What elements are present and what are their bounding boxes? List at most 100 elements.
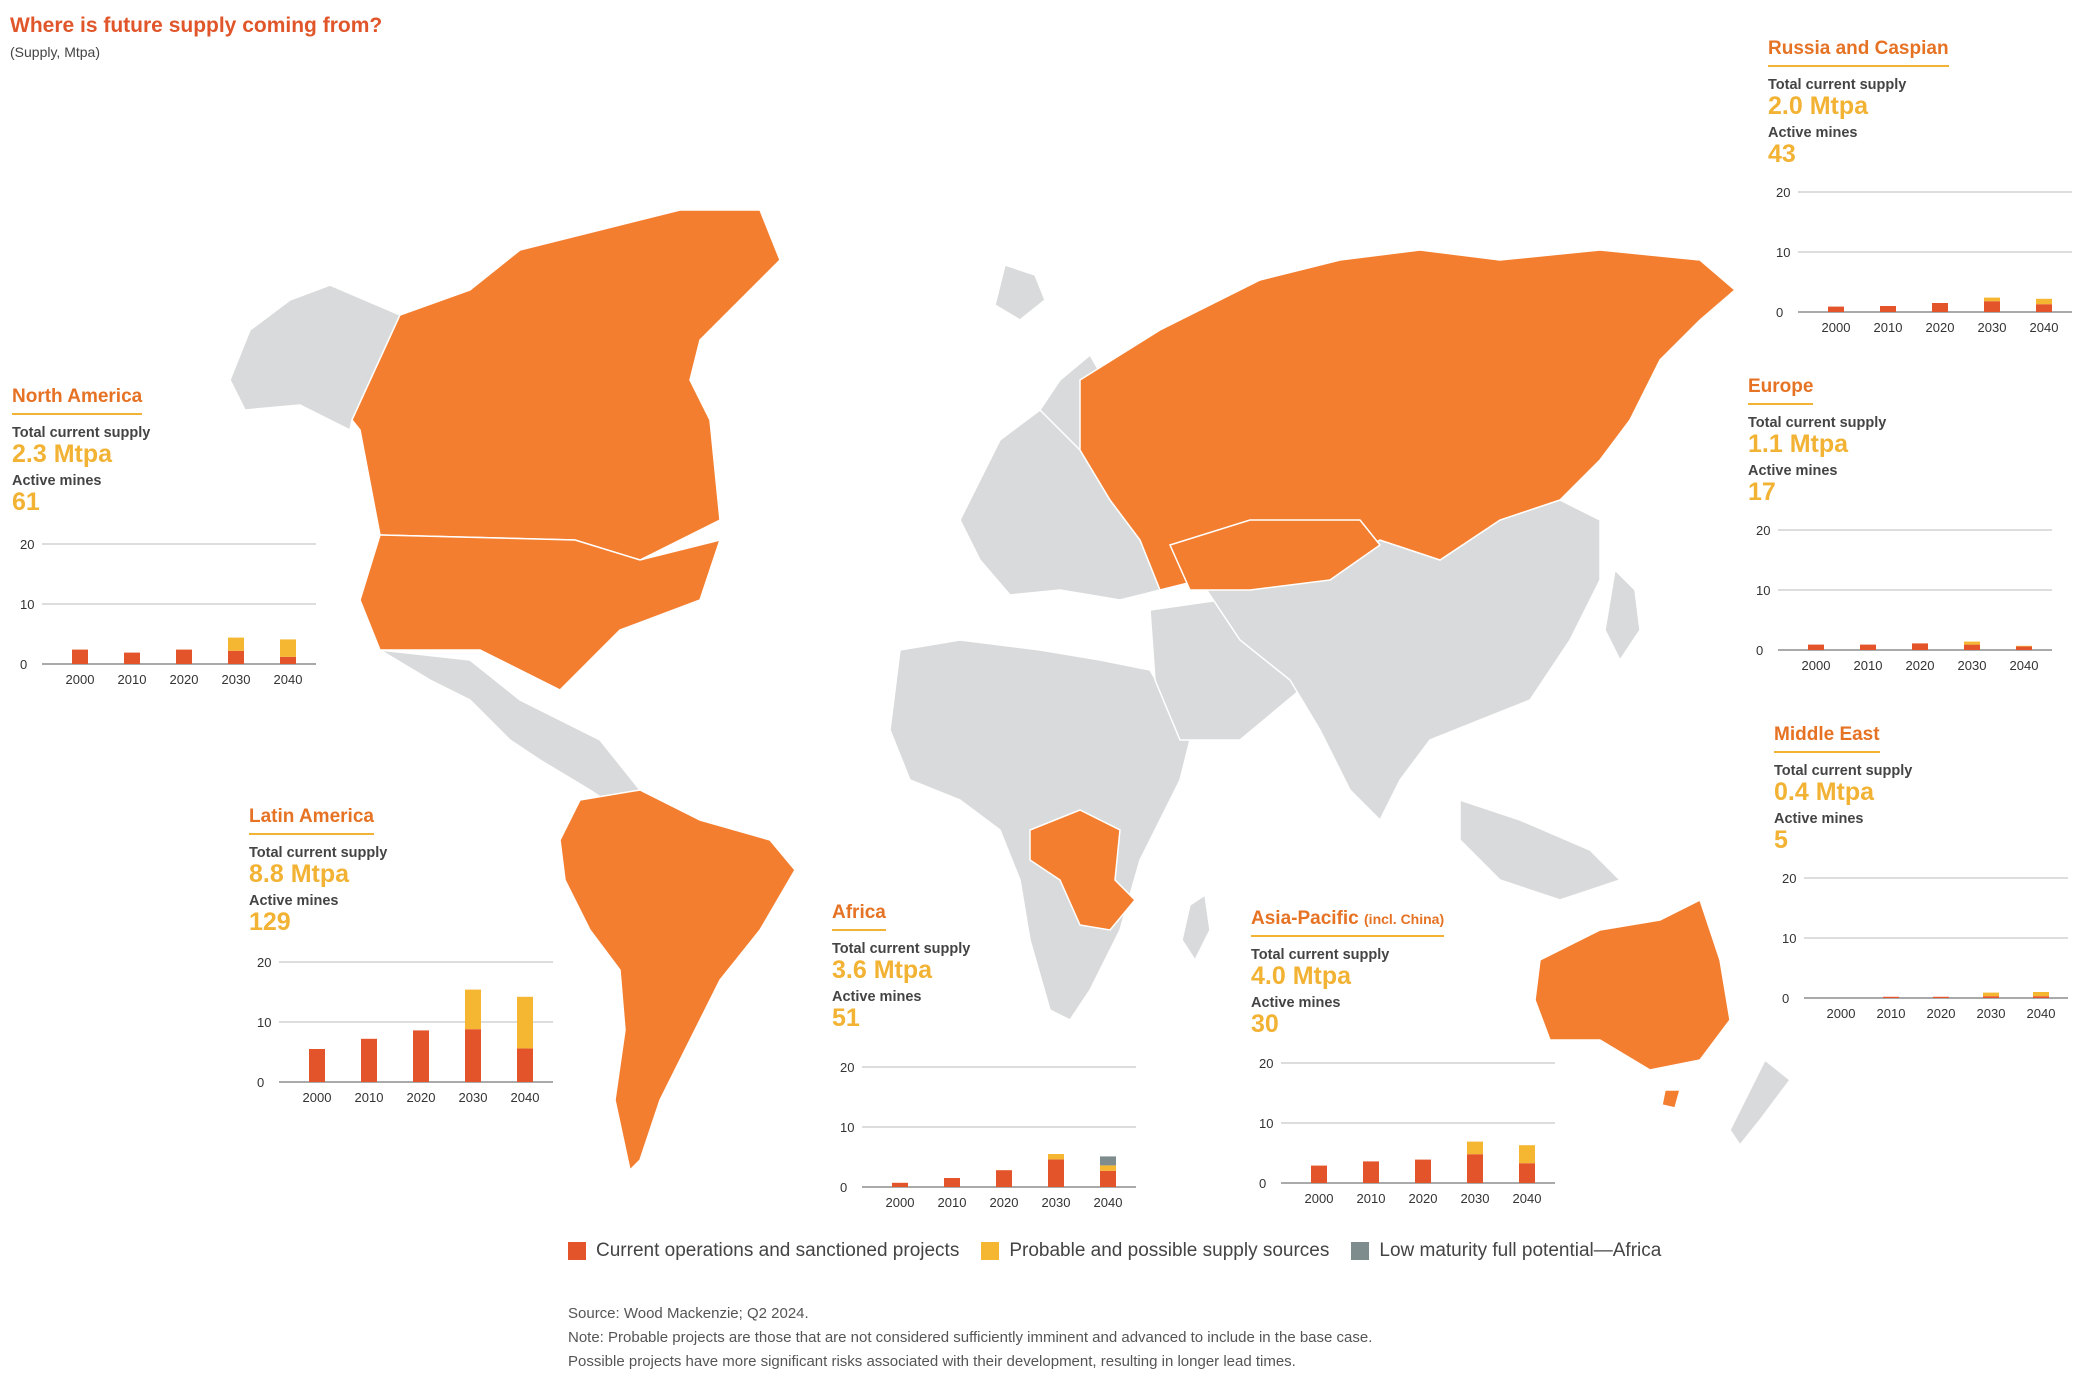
legend-label: Low maturity full potential—Africa bbox=[1379, 1240, 1662, 1261]
x-tick-label: 2010 bbox=[1877, 1006, 1906, 1021]
middle-east-bar-chart: 0 10 20 2000 2010 2020 2030 2040 bbox=[1782, 871, 2068, 1021]
bar-segment-probable bbox=[1048, 1154, 1064, 1160]
active-mines-value: 43 bbox=[1768, 140, 1796, 168]
bar-segment-probable bbox=[2033, 992, 2049, 997]
bar-segment-probable bbox=[2036, 298, 2052, 305]
bar-segment-current bbox=[309, 1049, 325, 1082]
europe-bar-chart: 0 10 20 2000 2010 2020 2030 2040 bbox=[1756, 523, 2052, 673]
x-tick-label: 2000 bbox=[886, 1195, 915, 1210]
x-tick-label: 2030 bbox=[1978, 320, 2007, 335]
y-tick-label: 0 bbox=[1756, 643, 1763, 658]
source-note: Source: Wood Mackenzie; Q2 2024. bbox=[568, 1305, 809, 1322]
y-tick-label: 10 bbox=[1756, 583, 1770, 598]
x-tick-label: 2030 bbox=[1042, 1195, 1071, 1210]
russia-shape bbox=[1079, 249, 1737, 591]
active-mines-label: Active mines bbox=[1748, 463, 1838, 479]
bar-segment-probable bbox=[465, 989, 481, 1030]
active-mines-value: 30 bbox=[1251, 1010, 1279, 1038]
bar-segment-current bbox=[228, 650, 244, 664]
active-mines-label: Active mines bbox=[1251, 995, 1341, 1011]
legend-swatch-current bbox=[568, 1242, 586, 1260]
bar-segment-probable bbox=[2016, 645, 2032, 647]
active-mines-label: Active mines bbox=[12, 473, 102, 489]
y-tick-label: 20 bbox=[1776, 185, 1790, 200]
y-tick-label: 10 bbox=[1776, 245, 1790, 260]
bar-segment-current bbox=[1363, 1161, 1379, 1183]
total-supply-value: 2.0 Mtpa bbox=[1768, 92, 1869, 120]
legend-item-probable: Probable and possible supply sources bbox=[981, 1240, 1329, 1262]
chart-subtitle: (Supply, Mtpa) bbox=[10, 44, 100, 60]
y-tick-label: 0 bbox=[1259, 1176, 1266, 1191]
footnotes: Source: Wood Mackenzie; Q2 2024. Note: P… bbox=[568, 1302, 1372, 1374]
total-supply-label: Total current supply bbox=[1774, 763, 1913, 779]
legend: Current operations and sanctioned projec… bbox=[568, 1240, 1683, 1262]
x-tick-label: 2010 bbox=[1357, 1191, 1386, 1206]
bar-segment-probable bbox=[1983, 992, 1999, 997]
legend-swatch-probable bbox=[981, 1242, 1000, 1260]
bar-segment-low bbox=[1100, 1156, 1116, 1166]
x-tick-label: 2020 bbox=[1409, 1191, 1438, 1206]
tasmania-shape bbox=[1661, 1089, 1681, 1109]
mexico-central-america-shape bbox=[379, 649, 642, 811]
bar-segment-current bbox=[1883, 996, 1899, 998]
y-tick-label: 10 bbox=[1259, 1116, 1273, 1131]
total-supply-value: 8.8 Mtpa bbox=[249, 860, 350, 888]
bar-segment-current bbox=[465, 1029, 481, 1082]
bar-segment-current bbox=[1467, 1154, 1483, 1183]
bar-segment-current bbox=[2033, 996, 2049, 998]
japan-shape bbox=[1604, 568, 1641, 662]
active-mines-value: 129 bbox=[249, 908, 291, 936]
total-supply-label: Total current supply bbox=[1251, 947, 1390, 963]
bar-segment-current bbox=[1860, 644, 1876, 650]
greenland-shape bbox=[994, 264, 1046, 321]
latin-america-highlight-shape bbox=[559, 789, 796, 1172]
bar-segment-current bbox=[1880, 306, 1896, 312]
y-tick-label: 20 bbox=[20, 537, 34, 552]
usa-shape bbox=[359, 534, 722, 691]
x-tick-label: 2000 bbox=[303, 1090, 332, 1105]
bar-segment-probable bbox=[1964, 641, 1980, 645]
alaska-shape bbox=[229, 284, 402, 432]
y-tick-label: 0 bbox=[840, 1180, 847, 1195]
x-tick-label: 2030 bbox=[459, 1090, 488, 1105]
region-panel-africa: Africa Total current supply 3.6 Mtpa Act… bbox=[832, 902, 1132, 1031]
x-tick-label: 2000 bbox=[1802, 658, 1831, 673]
total-supply-value: 4.0 Mtpa bbox=[1251, 962, 1352, 990]
x-tick-label: 2030 bbox=[222, 672, 251, 687]
active-mines-label: Active mines bbox=[249, 893, 339, 909]
total-supply-value: 1.1 Mtpa bbox=[1748, 430, 1849, 458]
region-panel-russia-caspian: Russia and Caspian Total current supply … bbox=[1768, 38, 2068, 167]
x-tick-label: 2010 bbox=[118, 672, 147, 687]
bar-segment-probable bbox=[1100, 1165, 1116, 1171]
bar-segment-current bbox=[361, 1038, 377, 1082]
x-tick-label: 2010 bbox=[355, 1090, 384, 1105]
active-mines-label: Active mines bbox=[832, 989, 922, 1005]
bar-segment-probable bbox=[228, 637, 244, 651]
bar-segment-current bbox=[280, 656, 296, 664]
active-mines-label: Active mines bbox=[1768, 125, 1858, 141]
x-tick-label: 2010 bbox=[1854, 658, 1883, 673]
bar-segment-current bbox=[413, 1030, 429, 1082]
australia-shape bbox=[1534, 898, 1731, 1071]
active-mines-value: 61 bbox=[12, 488, 40, 516]
bar-segment-current bbox=[1048, 1159, 1064, 1187]
bar-segment-current bbox=[1415, 1159, 1431, 1183]
bar-segment-current bbox=[1100, 1170, 1116, 1187]
bar-segment-current bbox=[1932, 303, 1948, 312]
x-tick-label: 2010 bbox=[938, 1195, 967, 1210]
x-tick-label: 2010 bbox=[1874, 320, 1903, 335]
y-tick-label: 10 bbox=[20, 597, 34, 612]
active-mines-value: 51 bbox=[832, 1004, 860, 1032]
kazakhstan-shape bbox=[1168, 519, 1382, 591]
x-tick-label: 2020 bbox=[170, 672, 199, 687]
bar-segment-current bbox=[944, 1178, 960, 1187]
region-name: Russia and Caspian bbox=[1768, 38, 1949, 67]
region-panel-asia-pacific: Asia-Pacific (incl. China) Total current… bbox=[1251, 908, 1551, 1037]
x-tick-label: 2030 bbox=[1461, 1191, 1490, 1206]
bar-segment-current bbox=[124, 652, 140, 664]
legend-item-low-maturity: Low maturity full potential—Africa bbox=[1351, 1240, 1661, 1262]
x-tick-label: 2030 bbox=[1958, 658, 1987, 673]
total-supply-value: 0.4 Mtpa bbox=[1774, 778, 1875, 806]
bar-segment-current bbox=[1912, 643, 1928, 650]
total-supply-value: 2.3 Mtpa bbox=[12, 440, 113, 468]
